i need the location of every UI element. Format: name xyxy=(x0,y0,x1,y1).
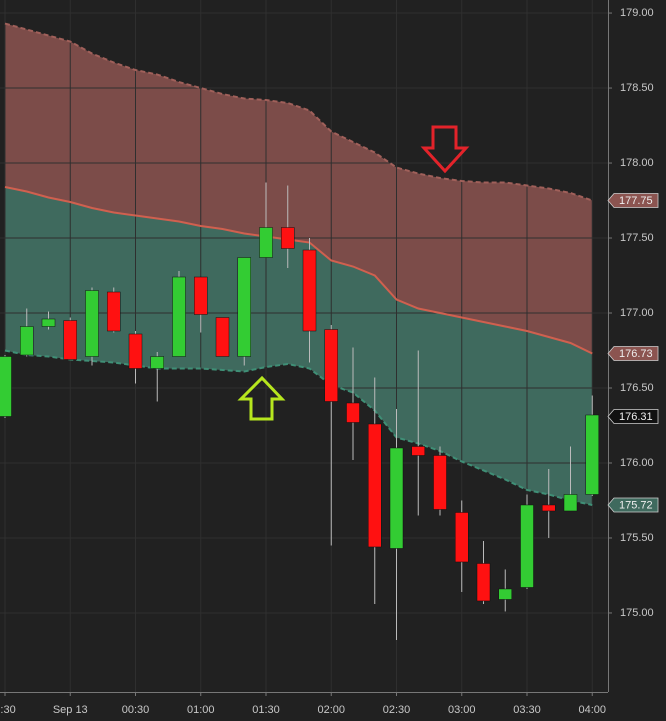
candle-body xyxy=(237,257,251,357)
price-marker xyxy=(607,346,659,361)
x-tick-label: 01:00 xyxy=(187,704,215,716)
y-tick-label: 177.00 xyxy=(620,307,654,319)
candle-body xyxy=(346,402,360,423)
x-tick-label: 03:30 xyxy=(513,704,541,716)
lower-band xyxy=(4,349,593,506)
x-tick-label: 3:30 xyxy=(0,704,16,716)
x-tick-label: 02:30 xyxy=(383,704,411,716)
band-area xyxy=(5,23,593,354)
band-area xyxy=(5,187,593,505)
axes: 175.00 175.50 176.00 176.50 177.00 177.50 178.… xyxy=(0,7,659,716)
candle-body xyxy=(172,276,186,357)
down-arrow xyxy=(420,125,470,174)
y-tick-label: 179.00 xyxy=(620,7,654,19)
price-marker-label: 175.72 xyxy=(619,499,653,511)
candle-body xyxy=(85,290,99,357)
x-tick-label: 04:00 xyxy=(578,704,606,716)
y-tick-label: 176.00 xyxy=(620,457,654,469)
y-tick-label: 175.00 xyxy=(620,607,654,619)
candle-body xyxy=(368,423,382,548)
price-marker xyxy=(607,193,659,208)
candle-body xyxy=(150,356,164,369)
middle-band xyxy=(4,186,593,355)
y-tick-label: 177.50 xyxy=(620,232,654,244)
x-tick-label: 02:00 xyxy=(317,704,345,716)
candle-body xyxy=(324,329,338,402)
candle-body xyxy=(563,494,578,512)
price-marker-label: 177.75 xyxy=(619,195,653,207)
candle-body xyxy=(498,588,512,600)
candle-body xyxy=(411,446,425,456)
candle-body xyxy=(128,333,143,369)
price-marker-label: 176.73 xyxy=(619,348,653,360)
candle-body xyxy=(433,455,447,510)
up-arrow xyxy=(237,375,286,421)
candle-body xyxy=(41,318,56,327)
candle-body xyxy=(107,291,121,332)
candle-body xyxy=(542,504,556,512)
y-tick-label: 175.50 xyxy=(620,532,654,544)
x-tick-label: 01:30 xyxy=(252,704,280,716)
candle-body xyxy=(281,227,295,249)
x-tick-label: Sep 13 xyxy=(53,704,88,716)
candles xyxy=(0,182,599,640)
candle-body xyxy=(302,249,317,332)
x-tick-label: 03:00 xyxy=(448,704,476,716)
price-marker-label: 176.31 xyxy=(619,411,653,423)
candle-body xyxy=(520,504,534,588)
candle-body xyxy=(259,227,273,258)
candle-body xyxy=(20,326,34,356)
price-marker xyxy=(607,409,659,424)
candle-body xyxy=(389,447,404,549)
candle-body xyxy=(194,276,208,315)
y-tick-label: 178.50 xyxy=(620,82,654,94)
candle-body xyxy=(0,356,12,417)
price-marker xyxy=(607,497,659,513)
x-tick-label: 00:30 xyxy=(122,704,150,716)
band-fills xyxy=(5,23,593,505)
candle-body xyxy=(585,414,599,495)
upper-band xyxy=(4,22,593,202)
candle-body xyxy=(63,320,77,360)
y-tick-label: 176.50 xyxy=(620,382,654,394)
candle-body xyxy=(455,512,469,563)
candle-body xyxy=(476,563,491,602)
band-lines xyxy=(4,22,593,506)
y-tick-label: 178.00 xyxy=(620,157,654,169)
candle-body xyxy=(215,317,230,357)
